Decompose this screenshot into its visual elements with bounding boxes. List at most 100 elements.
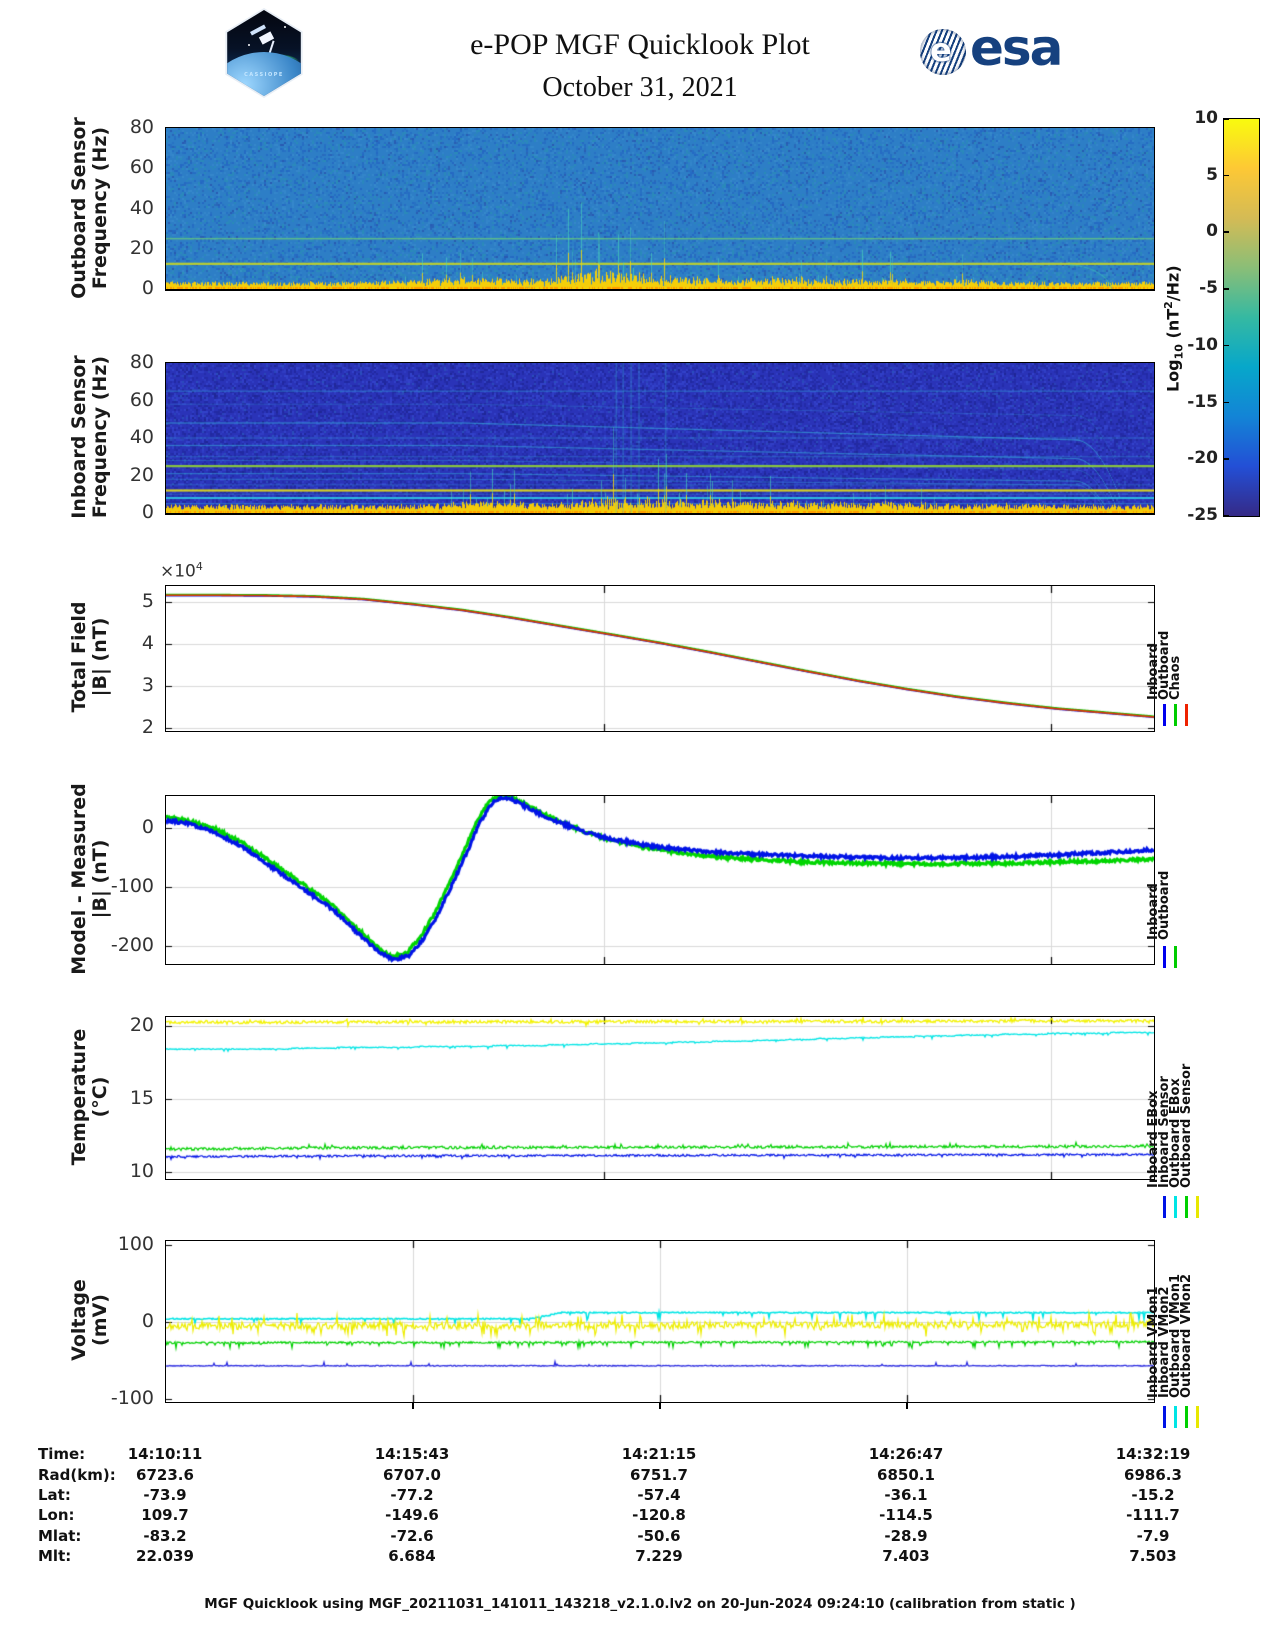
legend-label: Chaos <box>1168 655 1183 700</box>
table-value: -120.8 <box>632 1506 686 1524</box>
y-tick-label: 80 <box>129 116 154 138</box>
voltage-canvas <box>166 1241 1154 1402</box>
esa-globe-icon: e <box>920 29 966 75</box>
table-value: 6850.1 <box>877 1466 935 1484</box>
y-tick-label: 3 <box>141 674 154 697</box>
y-tick-label: 0 <box>141 501 154 523</box>
colorbar-tick-mark <box>1224 118 1229 120</box>
colorbar-tick-mark <box>1224 288 1229 290</box>
model-measured-canvas <box>166 796 1154 964</box>
table-value: -7.9 <box>1136 1527 1170 1545</box>
table-row-label: Rad(km): <box>38 1466 116 1484</box>
table-value: -83.2 <box>143 1527 187 1545</box>
y-tick-label: 20 <box>129 463 154 486</box>
star-dot <box>248 44 250 46</box>
colorbar-tick-label: 0 <box>1206 221 1218 242</box>
y-tick-label: 20 <box>129 236 154 259</box>
legend-marker <box>1174 946 1177 968</box>
colorbar-tick-label: -20 <box>1187 448 1218 469</box>
table-value: 7.403 <box>882 1547 930 1565</box>
star-dot <box>238 20 240 22</box>
table-row-label: Mlt: <box>38 1547 72 1565</box>
colorbar-tick-label: 10 <box>1194 108 1218 128</box>
table-value: 6986.3 <box>1124 1466 1182 1484</box>
outboard-spectrogram-panel <box>165 127 1155 291</box>
colorbar-tick-label: -25 <box>1187 505 1218 525</box>
y-tick-label: 40 <box>129 196 154 219</box>
legend-marker <box>1163 1196 1166 1218</box>
table-value: -114.5 <box>879 1506 933 1524</box>
table-value: 14:26:47 <box>868 1445 944 1463</box>
y-tick-label: 0 <box>141 815 154 838</box>
legend-label: Outboard <box>1157 870 1172 940</box>
inboard-spectrogram-panel <box>165 362 1155 515</box>
table-value: 7.229 <box>635 1547 683 1565</box>
voltage-panel <box>165 1240 1155 1403</box>
table-value: -28.9 <box>884 1527 928 1545</box>
table-value: -73.9 <box>143 1486 187 1504</box>
y-tick-label: 100 <box>117 1232 154 1255</box>
colorbar-tick-mark <box>1224 344 1229 347</box>
cassiope-mission-patch: CASSIOPE <box>225 8 303 98</box>
y-tick-label: -100 <box>110 1386 154 1409</box>
table-value: 22.039 <box>136 1547 194 1565</box>
table-value: -57.4 <box>637 1486 681 1504</box>
table-value: 14:32:19 <box>1115 1445 1191 1463</box>
time-axis-tick <box>659 1402 661 1409</box>
table-row-label: Lon: <box>38 1506 75 1524</box>
colorbar-tick-mark <box>1224 174 1229 177</box>
footer-note: MGF Quicklook using MGF_20211031_141011_… <box>204 1596 1076 1612</box>
table-value: -111.7 <box>1126 1506 1180 1524</box>
y-tick-label: 0 <box>141 1309 154 1332</box>
inboard-spectrogram-canvas <box>166 363 1154 513</box>
esa-logo-text: esa <box>970 19 1063 77</box>
temperature-panel <box>165 1016 1155 1180</box>
legend-marker <box>1174 1406 1177 1428</box>
colorbar-tick-mark <box>1224 458 1229 460</box>
table-value: 14:15:43 <box>374 1445 450 1463</box>
y-tick-label: 80 <box>129 351 154 373</box>
table-value: 7.503 <box>1129 1547 1177 1565</box>
table-value: 6723.6 <box>136 1466 194 1484</box>
colorbar-tick-label: -10 <box>1187 334 1218 355</box>
table-value: -50.6 <box>637 1527 681 1545</box>
patch-mission-name: CASSIOPE <box>244 72 284 78</box>
total-field-panel <box>165 585 1155 732</box>
star-dot <box>284 26 286 28</box>
page-title: e-POP MGF Quicklook Plot <box>470 28 810 61</box>
y-tick-label: 60 <box>129 156 154 179</box>
colorbar-tick-mark <box>1224 515 1229 517</box>
colorbar-tick-label: 5 <box>1206 164 1218 185</box>
table-value: 14:10:11 <box>127 1445 203 1463</box>
legend-marker <box>1196 1406 1199 1428</box>
legend-marker <box>1163 946 1166 968</box>
legend-marker <box>1174 1196 1177 1218</box>
table-value: 6.684 <box>388 1547 436 1565</box>
y-tick-label: -200 <box>110 933 154 956</box>
colorbar-tick-label: -5 <box>1199 278 1218 299</box>
y-tick-label: 0 <box>141 277 154 299</box>
colorbar-tick-label: -15 <box>1187 391 1218 412</box>
table-value: -77.2 <box>390 1486 434 1504</box>
table-value: 109.7 <box>141 1506 189 1524</box>
time-axis-tick <box>906 1402 908 1409</box>
y-tick-label: -100 <box>110 874 154 897</box>
y-tick-label: 20 <box>129 1014 154 1037</box>
table-value: -36.1 <box>884 1486 928 1504</box>
time-axis-tick <box>412 1402 414 1409</box>
table-row-label: Mlat: <box>38 1527 82 1545</box>
y-tick-label: 10 <box>129 1159 154 1182</box>
y-tick-label: 15 <box>129 1087 154 1110</box>
colorbar <box>1223 118 1260 517</box>
table-row-label: Lat: <box>38 1486 71 1504</box>
table-value: 14:21:15 <box>621 1445 697 1463</box>
y-tick-label: 5 <box>141 589 154 612</box>
y-tick-label: 4 <box>141 632 154 654</box>
model-measured-panel <box>165 795 1155 965</box>
legend-marker <box>1185 1406 1188 1428</box>
legend-marker <box>1185 1196 1188 1218</box>
esa-globe-letter: e <box>930 31 952 69</box>
legend-label: Outboard VMon2 <box>1179 1273 1194 1398</box>
table-value: -149.6 <box>385 1506 439 1524</box>
